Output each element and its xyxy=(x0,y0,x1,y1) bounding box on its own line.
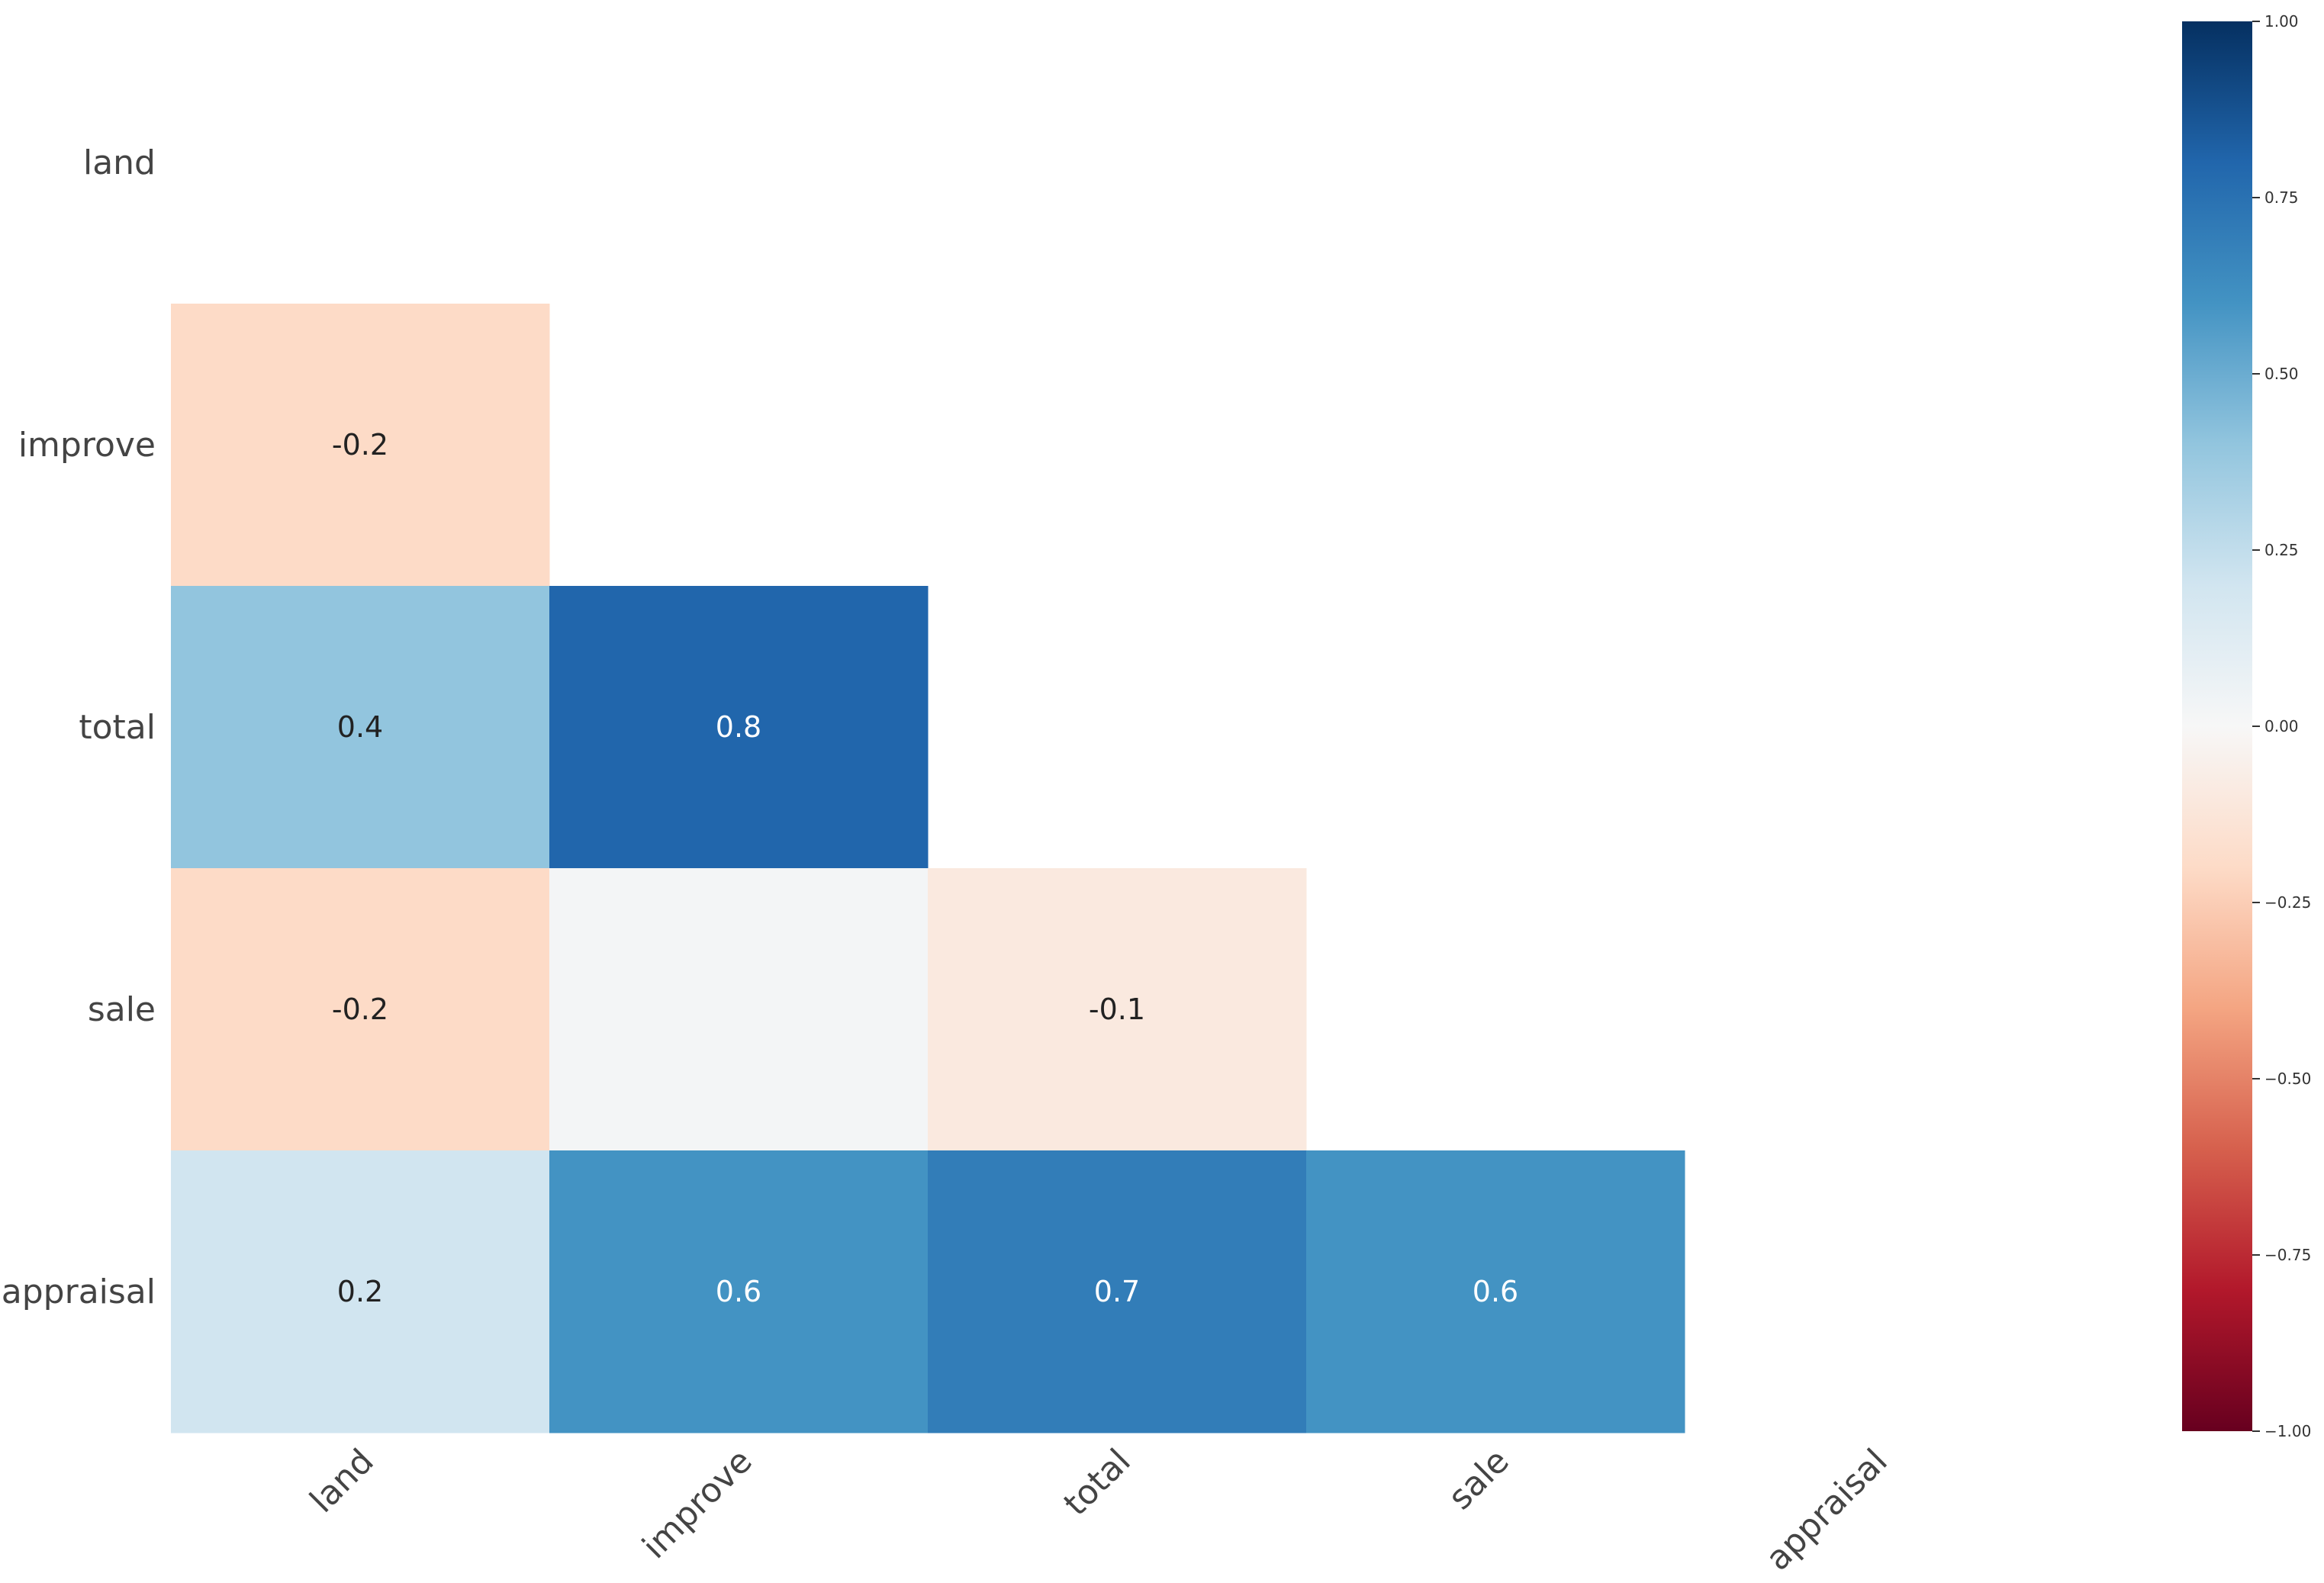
colorbar-tick-label: 0.75 xyxy=(2264,188,2299,207)
column-label-land: land xyxy=(303,1442,381,1520)
colorbar-tick-label: 1.00 xyxy=(2264,12,2299,31)
cell-value-label: 0.2 xyxy=(337,1275,383,1308)
heatmap-cell-sale-total xyxy=(928,868,1307,1151)
colorbar-tick-label: −0.50 xyxy=(2264,1070,2311,1088)
column-label-appraisal: appraisal xyxy=(1759,1442,1895,1578)
row-label-sale: sale xyxy=(88,990,156,1029)
heatmap-cell-appraisal-sale xyxy=(1306,1150,1685,1433)
cell-value-label: 0.6 xyxy=(1473,1275,1518,1308)
heatmap-cell-improve-land xyxy=(171,304,550,587)
column-label-sale: sale xyxy=(1441,1442,1517,1517)
row-label-land: land xyxy=(83,143,156,182)
cell-value-label: 0.8 xyxy=(716,710,761,744)
row-labels: land improve total sale appraisal xyxy=(2,143,156,1311)
heatmap-cell-total-improve xyxy=(549,586,929,869)
column-label-total: total xyxy=(1057,1442,1138,1523)
colorbar-tick-label: −0.75 xyxy=(2264,1246,2311,1264)
colorbar-gradient xyxy=(2182,21,2252,1431)
row-label-improve: improve xyxy=(18,426,156,465)
colorbar-tick-label: 0.25 xyxy=(2264,541,2299,559)
cell-value-label: -0.2 xyxy=(332,428,388,462)
heatmap-cell-sale-land xyxy=(171,868,550,1151)
cell-value-label: -0.1 xyxy=(1089,993,1145,1026)
cell-value-label: -0.2 xyxy=(332,993,388,1026)
cell-value-label: 0.7 xyxy=(1094,1275,1140,1308)
heatmap-cell-total-land xyxy=(171,586,550,869)
heatmap-cells xyxy=(171,304,1685,1433)
cell-value-label: 0.4 xyxy=(337,710,383,744)
row-label-total: total xyxy=(79,708,156,747)
heatmap-cell-labels: -0.2 0.4 0.8 -0.2 -0.1 0.2 0.6 0.7 0.6 xyxy=(332,428,1518,1308)
heatmap-cell-sale-improve xyxy=(549,868,929,1151)
row-label-appraisal: appraisal xyxy=(2,1273,156,1311)
colorbar-tick-label: −0.25 xyxy=(2264,893,2311,912)
heatmap-cell-appraisal-improve xyxy=(549,1150,929,1433)
heatmap-cell-appraisal-total xyxy=(928,1150,1307,1433)
column-labels: land improve total sale appraisal xyxy=(303,1442,1895,1578)
column-label-improve: improve xyxy=(635,1442,759,1566)
colorbar-tick-label: 0.00 xyxy=(2264,717,2299,735)
colorbar-tick-label: 0.50 xyxy=(2264,365,2299,383)
heatmap-cell-appraisal-land xyxy=(171,1150,550,1433)
colorbar: 1.00 0.75 0.50 0.25 0.00 −0.25 −0.50 −0.75 −1.00 xyxy=(2182,12,2311,1440)
colorbar-tick-label: −1.00 xyxy=(2264,1422,2311,1440)
cell-value-label: 0.6 xyxy=(716,1275,761,1308)
